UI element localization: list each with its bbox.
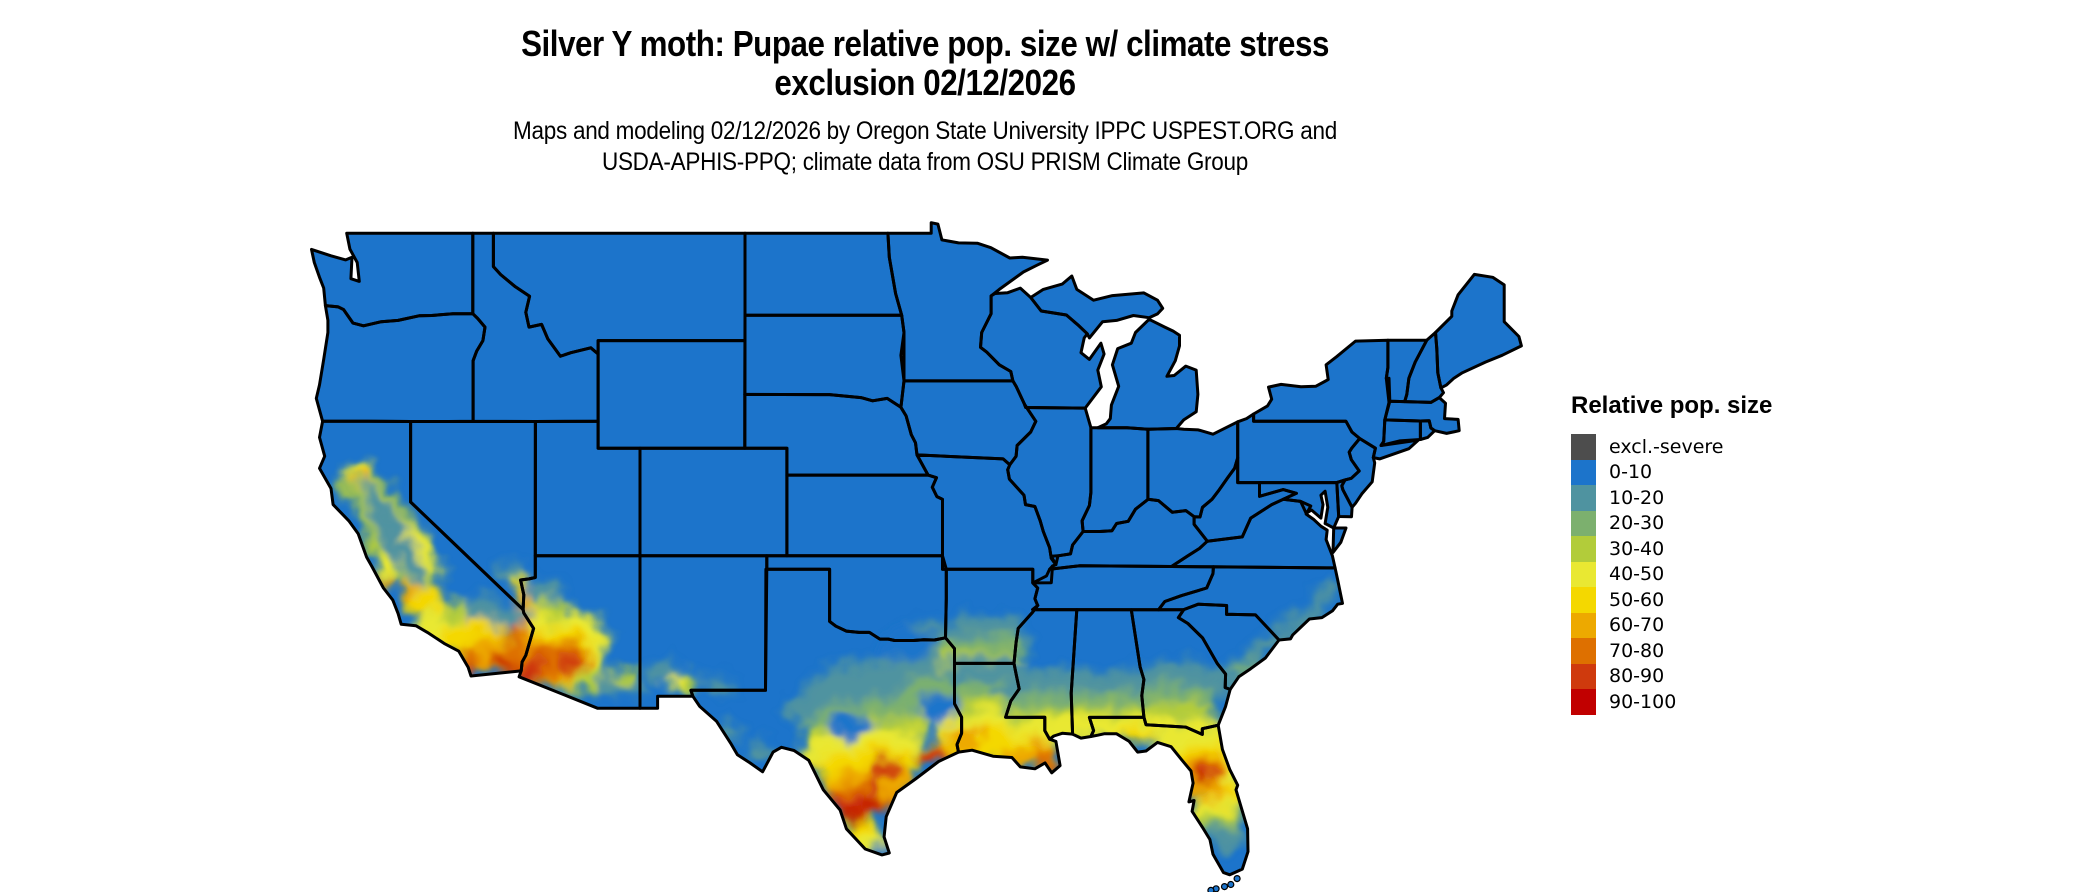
legend-row: 40-50 xyxy=(1571,561,1811,587)
legend: Relative pop. size excl.-severe 0-10 10-20… xyxy=(1571,392,1811,715)
map-subtitle: Maps and modeling 02/12/2026 by Oregon S… xyxy=(0,116,1850,178)
legend-swatch xyxy=(1571,434,1596,460)
state-borders xyxy=(310,221,1523,877)
legend-swatch xyxy=(1571,510,1596,536)
map-subtitle-line-2: USDA-APHIS-PPQ; climate data from OSU PR… xyxy=(601,148,1249,176)
map-title-line-1: Silver Y moth: Pupae relative pop. size … xyxy=(521,23,1329,64)
legend-label: 60-70 xyxy=(1609,614,1665,637)
legend-label: 40-50 xyxy=(1609,563,1665,586)
legend-row: excl.-severe xyxy=(1571,434,1811,460)
legend-swatch xyxy=(1571,638,1596,664)
legend-swatch xyxy=(1571,459,1596,485)
legend-title: Relative pop. size xyxy=(1571,392,1773,419)
legend-swatch xyxy=(1571,689,1596,715)
legend-swatch xyxy=(1571,663,1596,689)
legend-row: 90-100 xyxy=(1571,689,1811,715)
legend-swatch xyxy=(1571,536,1596,562)
legend-row: 10-20 xyxy=(1571,485,1811,511)
legend-row: 0-10 xyxy=(1571,459,1811,485)
legend-label: 70-80 xyxy=(1609,639,1665,662)
legend-swatch xyxy=(1571,561,1596,587)
legend-label: 10-20 xyxy=(1609,486,1665,509)
legend-label: 80-90 xyxy=(1609,665,1665,688)
legend-swatch xyxy=(1571,485,1596,511)
legend-swatch xyxy=(1571,587,1596,613)
legend-label: 20-30 xyxy=(1609,512,1665,535)
legend-label: 50-60 xyxy=(1609,588,1665,611)
legend-row: 30-40 xyxy=(1571,536,1811,562)
map-title: Silver Y moth: Pupae relative pop. size … xyxy=(0,24,1850,102)
florida-keys xyxy=(1207,874,1241,892)
legend-row: 70-80 xyxy=(1571,638,1811,664)
legend-label: 0-10 xyxy=(1609,461,1653,484)
legend-label: excl.-severe xyxy=(1609,435,1724,458)
states-base-fill xyxy=(311,222,1522,875)
legend-label: 90-100 xyxy=(1609,690,1677,713)
map-subtitle-line-1: Maps and modeling 02/12/2026 by Oregon S… xyxy=(513,117,1337,145)
legend-row: 60-70 xyxy=(1571,612,1811,638)
map-title-line-2: exclusion 02/12/2026 xyxy=(774,62,1076,103)
legend-row: 80-90 xyxy=(1571,663,1811,689)
legend-swatch xyxy=(1571,612,1596,638)
legend-row: 20-30 xyxy=(1571,510,1811,536)
legend-label: 30-40 xyxy=(1609,537,1665,560)
legend-row: 50-60 xyxy=(1571,587,1811,613)
legend-items: excl.-severe 0-10 10-20 20-30 30-40 40-50 50-6… xyxy=(1571,434,1811,715)
